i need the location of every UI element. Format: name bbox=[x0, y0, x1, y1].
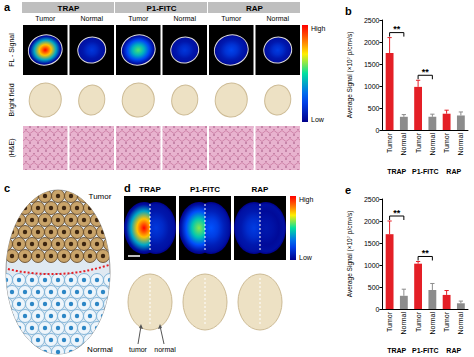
svg-text:**: ** bbox=[393, 208, 401, 218]
svg-text:500: 500 bbox=[368, 105, 380, 112]
svg-text:1000: 1000 bbox=[364, 83, 380, 90]
svg-text:e: e bbox=[345, 184, 351, 196]
svg-text:Normal: Normal bbox=[429, 312, 436, 335]
svg-text:TRAP: TRAP bbox=[387, 168, 406, 175]
svg-text:**: ** bbox=[393, 24, 401, 34]
svg-text:0: 0 bbox=[376, 306, 380, 313]
svg-text:Tumor: Tumor bbox=[89, 192, 112, 201]
svg-text:1500: 1500 bbox=[364, 240, 380, 247]
svg-text:High: High bbox=[311, 25, 326, 33]
svg-text:Tumor: Tumor bbox=[443, 311, 450, 332]
svg-text:d: d bbox=[124, 182, 131, 194]
svg-text:2000: 2000 bbox=[364, 218, 380, 225]
svg-text:Normal: Normal bbox=[266, 15, 289, 22]
svg-text:Normal: Normal bbox=[87, 345, 113, 354]
svg-text:RAP: RAP bbox=[446, 347, 461, 354]
svg-text:2500: 2500 bbox=[364, 196, 380, 203]
svg-text:TRAP: TRAP bbox=[58, 4, 80, 13]
svg-text:Tumor: Tumor bbox=[221, 15, 242, 22]
svg-text:Normal: Normal bbox=[173, 15, 196, 22]
svg-text:Normal: Normal bbox=[80, 15, 103, 22]
svg-text:500: 500 bbox=[368, 284, 380, 291]
svg-text:P1-FITC: P1-FITC bbox=[412, 347, 438, 354]
svg-text:P1-FITC: P1-FITC bbox=[412, 168, 438, 175]
svg-text:a: a bbox=[4, 1, 11, 13]
svg-text:Normal: Normal bbox=[400, 312, 407, 335]
svg-text:Average Signal (×10⁷ p/cm²/s): Average Signal (×10⁷ p/cm²/s) bbox=[346, 211, 354, 298]
svg-text:Tumor: Tumor bbox=[415, 311, 422, 332]
svg-text:Tumor: Tumor bbox=[415, 132, 422, 153]
svg-text:(H&E): (H&E) bbox=[8, 138, 16, 157]
svg-text:c: c bbox=[4, 182, 10, 194]
svg-text:Average Signal (×10⁷ p/cm²/s): Average Signal (×10⁷ p/cm²/s) bbox=[346, 32, 354, 119]
svg-text:tumor: tumor bbox=[129, 346, 148, 353]
svg-text:Low: Low bbox=[311, 116, 325, 123]
svg-text:**: ** bbox=[422, 248, 430, 258]
svg-text:Bright field: Bright field bbox=[8, 83, 16, 116]
svg-text:2000: 2000 bbox=[364, 39, 380, 46]
svg-text:Tumor: Tumor bbox=[443, 132, 450, 153]
svg-text:Low: Low bbox=[299, 254, 313, 261]
svg-text:Normal: Normal bbox=[457, 133, 464, 156]
svg-text:Tumor: Tumor bbox=[386, 311, 393, 332]
svg-text:TRAP: TRAP bbox=[387, 347, 406, 354]
svg-text:1000: 1000 bbox=[364, 262, 380, 269]
svg-text:Normal: Normal bbox=[429, 133, 436, 156]
svg-text:0: 0 bbox=[376, 127, 380, 134]
svg-text:RAP: RAP bbox=[446, 168, 461, 175]
svg-text:b: b bbox=[345, 5, 352, 17]
svg-text:P1-FITC: P1-FITC bbox=[146, 4, 176, 13]
svg-text:Tumor: Tumor bbox=[35, 15, 56, 22]
svg-text:1500: 1500 bbox=[364, 61, 380, 68]
svg-text:TRAP: TRAP bbox=[139, 185, 161, 194]
svg-text:Tumor: Tumor bbox=[128, 15, 149, 22]
svg-text:Normal: Normal bbox=[457, 312, 464, 335]
svg-text:Tumor: Tumor bbox=[386, 132, 393, 153]
svg-text:High: High bbox=[299, 196, 314, 204]
svg-text:**: ** bbox=[422, 67, 430, 77]
svg-text:normal: normal bbox=[154, 346, 176, 353]
svg-text:Normal: Normal bbox=[400, 133, 407, 156]
svg-text:RAP: RAP bbox=[252, 185, 270, 194]
svg-text:2500: 2500 bbox=[364, 17, 380, 24]
svg-text:FL - Signal: FL - Signal bbox=[8, 33, 16, 67]
svg-text:RAP: RAP bbox=[246, 4, 264, 13]
svg-text:P1-FITC: P1-FITC bbox=[190, 185, 220, 194]
